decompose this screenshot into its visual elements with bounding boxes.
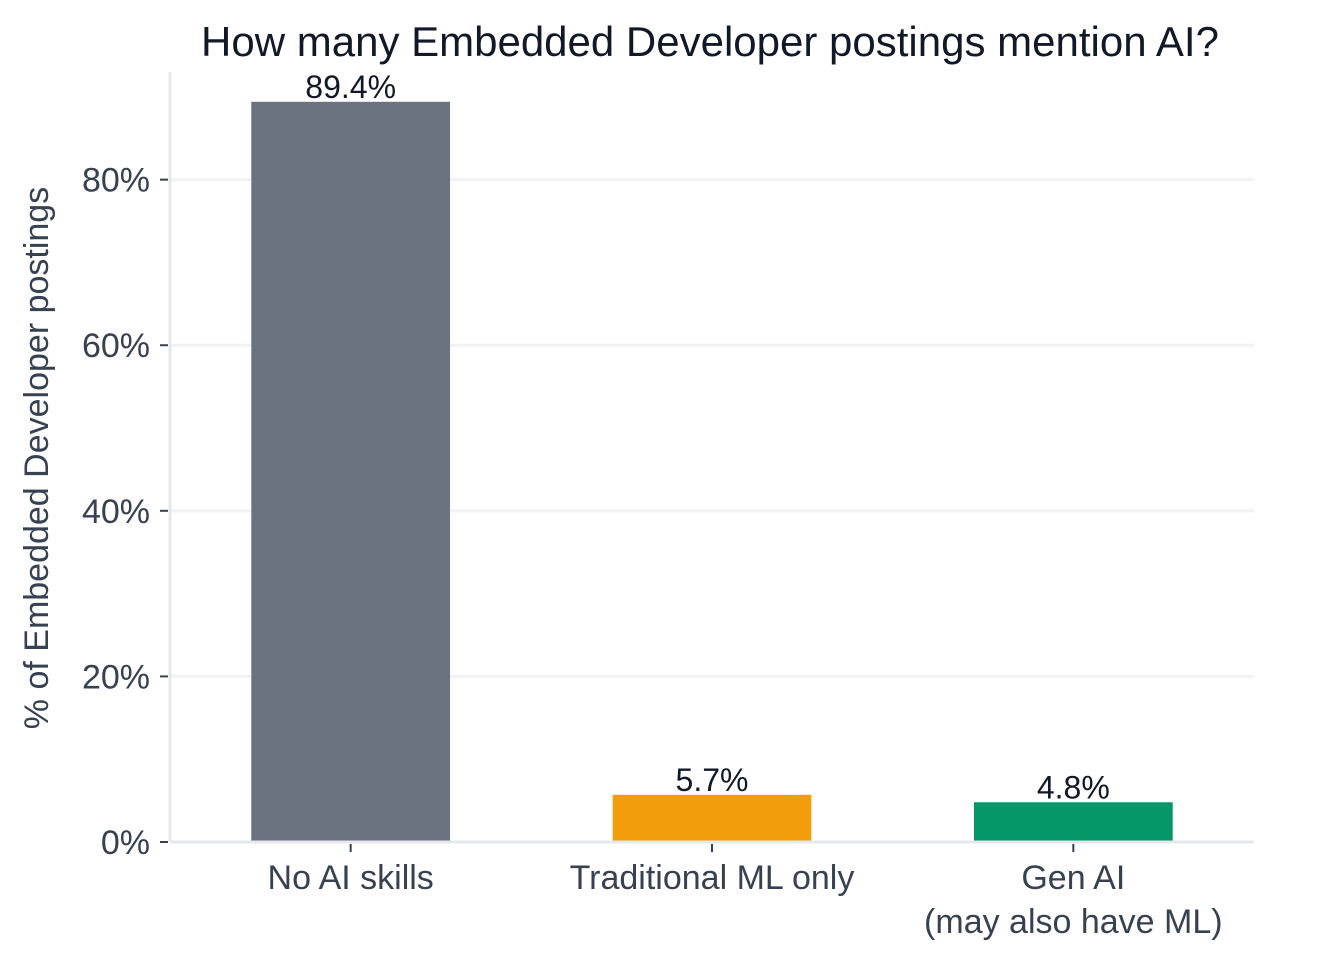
x-tick-label: (may also have ML) (924, 903, 1223, 941)
bars (251, 101, 1173, 842)
y-tick-label: 0% (101, 824, 150, 862)
chart-title: How many Embedded Developer postings men… (201, 18, 1219, 65)
y-axis-label: % of Embedded Developer postings (18, 187, 56, 729)
data-label: 89.4% (305, 69, 396, 105)
y-tick-label: 60% (82, 327, 150, 365)
y-tick-label: 40% (82, 493, 150, 531)
x-tick-label: No AI skills (268, 859, 434, 897)
x-tick-label: Gen AI (1021, 859, 1125, 897)
bar (251, 101, 451, 842)
y-tick-label: 20% (82, 658, 150, 696)
labels: 0% 20% 40% 60% 80% 89.4% No AI skills 5.7% Tradi… (82, 69, 1223, 941)
bar (612, 794, 812, 842)
data-label: 5.7% (676, 762, 749, 798)
axes (160, 72, 1254, 852)
x-tick-label: Traditional ML only (570, 859, 855, 897)
bar (973, 802, 1173, 842)
data-label: 4.8% (1037, 769, 1110, 805)
y-tick-label: 80% (82, 162, 150, 200)
